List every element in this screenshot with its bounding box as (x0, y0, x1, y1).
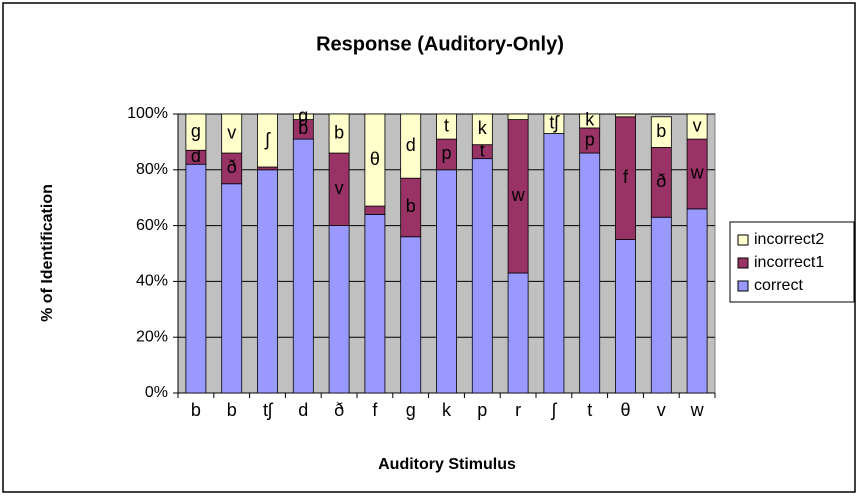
chart-title: Response (Auditory-Only) (316, 33, 564, 55)
segment-label: t (480, 140, 485, 160)
x-tick-label: tʃ (263, 400, 274, 420)
segment-label: v (335, 178, 344, 198)
bar-segment (686, 113, 708, 140)
x-tick-label: θ (620, 400, 630, 420)
segment-label: k (585, 110, 595, 130)
segment-label: g (298, 106, 308, 126)
legend-swatch (737, 280, 749, 292)
legend-label: incorrect1 (754, 254, 824, 271)
bar-segment (292, 138, 314, 394)
bar-segment (579, 113, 601, 129)
x-tick-label: ð (334, 400, 344, 420)
bar-segment (221, 183, 243, 394)
segment-label: w (690, 163, 705, 183)
x-tick-label: b (227, 400, 237, 420)
bar-segment (615, 239, 636, 394)
segment-label: w (511, 185, 526, 205)
bar-segment (686, 208, 708, 394)
bar-segment (221, 113, 243, 154)
y-tick-label: 40% (136, 273, 168, 290)
bar-segment (364, 205, 386, 215)
segment-label: f (623, 167, 629, 187)
bar-segment (650, 116, 672, 148)
segment-label: b (334, 122, 344, 142)
bar-segment (471, 158, 493, 394)
segment-label: tʃ (549, 113, 560, 133)
bar-segment (436, 169, 457, 394)
x-tick-label: w (690, 400, 705, 420)
x-tick-label: p (477, 400, 487, 420)
segment-label: ð (656, 171, 666, 191)
x-tick-label: ʃ (550, 400, 558, 420)
bar-segment (543, 133, 565, 394)
segment-label: b (298, 118, 308, 138)
segment-label: ʃ (264, 129, 272, 149)
x-tick-label: r (515, 400, 521, 420)
y-tick-label: 0% (145, 384, 168, 401)
x-tick-label: b (191, 400, 201, 420)
bar-segment (257, 166, 278, 171)
legend-swatch (737, 234, 749, 246)
bar-segment (364, 113, 386, 207)
x-tick-label: g (406, 400, 416, 420)
segment-label: ð (227, 157, 237, 177)
x-axis-label: Auditory Stimulus (378, 456, 516, 473)
x-tick-label: f (372, 400, 378, 420)
segment-label: v (693, 115, 702, 135)
bar-segment (185, 163, 207, 394)
x-tick-label: d (298, 400, 308, 420)
bar-segment (257, 169, 278, 394)
bar-segment (579, 152, 601, 394)
y-tick-label: 80% (136, 161, 168, 178)
bar-segment (292, 113, 314, 120)
bar-segment (507, 272, 529, 394)
bar-segment (400, 113, 422, 179)
segment-label: t (444, 115, 449, 135)
segment-label: b (656, 121, 666, 141)
bar-segment (328, 225, 350, 394)
segment-label: k (478, 118, 488, 138)
segment-label: θ (370, 149, 380, 169)
segment-label: d (406, 135, 416, 155)
x-tick-label: k (442, 400, 452, 420)
y-axis-label: % of Identification (39, 184, 56, 322)
x-tick-label: v (657, 400, 666, 420)
segment-label: g (191, 121, 201, 141)
y-tick-label: 100% (127, 105, 168, 122)
segment-label: p (585, 129, 595, 149)
segment-label: d (191, 146, 201, 166)
bar-segment (436, 113, 457, 140)
legend-label: correct (754, 277, 803, 294)
legend-label: incorrect2 (754, 231, 824, 248)
bar-segment (364, 214, 386, 394)
bar-segment (615, 113, 636, 118)
bar-segment (400, 236, 422, 394)
bar-segment (471, 113, 493, 146)
segment-label: b (406, 196, 416, 216)
bar-segment (185, 113, 207, 151)
bar-segment (507, 113, 529, 120)
legend-swatch (737, 257, 749, 269)
bar-segment (543, 113, 565, 134)
x-tick-label: t (587, 400, 592, 420)
y-tick-label: 60% (136, 217, 168, 234)
segment-label: p (441, 143, 451, 163)
legend-box (729, 221, 855, 303)
segment-label: v (227, 122, 236, 142)
bar-segment (650, 216, 672, 394)
bar-segment (328, 113, 350, 154)
y-tick-label: 20% (136, 328, 168, 345)
bar-segment (257, 113, 278, 168)
